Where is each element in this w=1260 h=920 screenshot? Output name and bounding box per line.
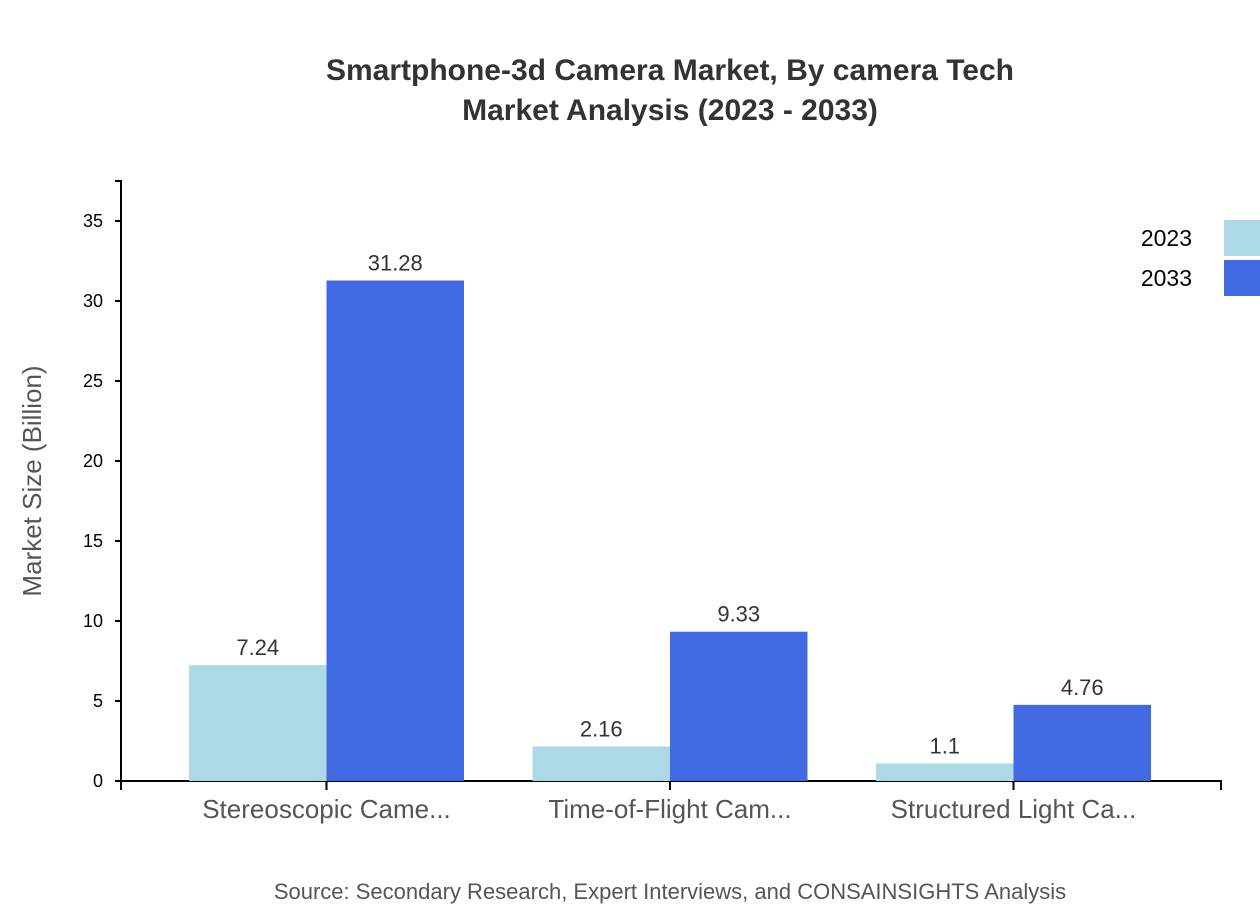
data-label: 4.76 <box>1061 675 1104 700</box>
y-tick-label: 15 <box>83 531 103 551</box>
bar-2023 <box>876 763 1014 781</box>
bar-2023 <box>532 746 670 781</box>
x-tick-label: Time-of-Flight Cam... <box>548 794 791 824</box>
data-label: 1.1 <box>929 733 960 758</box>
y-tick-label: 20 <box>83 451 103 471</box>
y-tick-label: 35 <box>83 211 103 231</box>
data-label: 9.33 <box>717 602 760 627</box>
source-note: Source: Secondary Research, Expert Inter… <box>274 879 1066 904</box>
data-label: 2.16 <box>580 716 623 741</box>
legend-label: 2023 <box>1141 225 1192 251</box>
data-label: 31.28 <box>368 251 423 276</box>
y-axis-label: Market Size (Billion) <box>17 365 47 596</box>
legend-swatch-2033 <box>1224 260 1260 296</box>
bar-2033 <box>1013 704 1151 781</box>
x-tick-label: Stereoscopic Came... <box>202 794 451 824</box>
bar-2033 <box>326 280 464 781</box>
y-tick-label: 0 <box>93 771 103 791</box>
legend-label: 2033 <box>1141 265 1192 291</box>
legend-swatch-2023 <box>1224 220 1260 256</box>
bar-2033 <box>670 631 808 781</box>
chart-title-line-2: Market Analysis (2023 - 2033) <box>462 94 878 127</box>
y-tick-label: 10 <box>83 611 103 631</box>
y-axis-line <box>115 180 122 782</box>
y-tick-label: 5 <box>93 691 103 711</box>
x-tick-label: Structured Light Ca... <box>891 794 1137 824</box>
bar-2023 <box>189 665 327 781</box>
y-tick-label: 30 <box>83 291 103 311</box>
y-tick-label: 25 <box>83 371 103 391</box>
chart-title-line-1: Smartphone-3d Camera Market, By camera T… <box>326 54 1014 87</box>
data-label: 7.24 <box>236 635 279 660</box>
